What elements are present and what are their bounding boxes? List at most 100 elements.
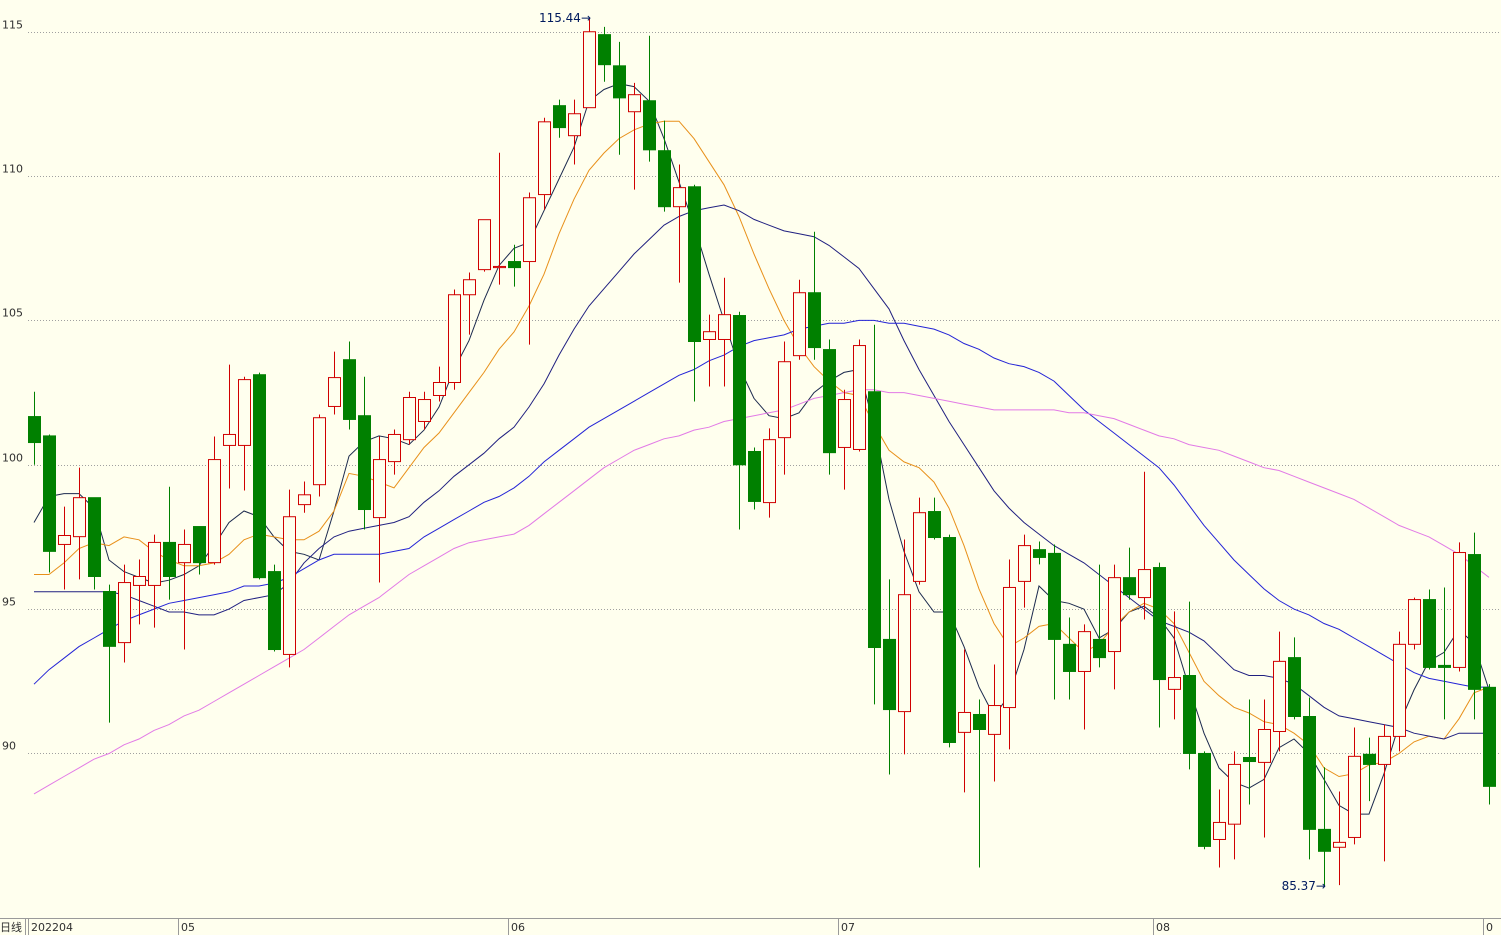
candle-body	[1363, 753, 1376, 765]
candle-body	[253, 374, 266, 579]
candle-body	[853, 345, 866, 450]
candle-body	[313, 417, 326, 486]
candle-body	[58, 535, 71, 545]
candle-body	[358, 415, 371, 511]
candle-body	[133, 575, 146, 586]
candle-body	[1063, 643, 1076, 672]
candle-body	[448, 294, 461, 384]
candle-body	[748, 450, 761, 502]
y-tick-label: 90	[2, 740, 16, 753]
candle-body	[1423, 599, 1436, 668]
extreme-annotation: 115.44→	[539, 11, 591, 25]
candle-body	[88, 497, 101, 577]
y-tick-label: 110	[2, 163, 23, 176]
candle-body	[1243, 756, 1256, 763]
y-tick-label: 105	[2, 307, 23, 320]
candle-body	[958, 711, 971, 733]
candle-body	[838, 399, 851, 448]
x-tick-label: 0	[1486, 921, 1493, 934]
candle-body	[1303, 716, 1316, 830]
candle-body	[658, 150, 671, 208]
candle-body	[328, 377, 341, 407]
moving-average-line	[33, 83, 1490, 815]
candle-body	[1033, 549, 1046, 558]
candle-body	[118, 582, 131, 644]
y-tick-label: 95	[2, 596, 16, 609]
candle-body	[763, 439, 776, 504]
candle-body	[73, 497, 86, 538]
candle-body	[1228, 763, 1241, 825]
candle-body	[778, 361, 791, 439]
candle-body	[1378, 735, 1391, 765]
candle-body	[523, 197, 536, 263]
candle-body	[583, 31, 596, 109]
candle-body	[1408, 599, 1421, 645]
candle-body	[403, 397, 416, 441]
candle-body	[193, 526, 206, 564]
candle-body	[238, 379, 251, 446]
candle-body	[793, 292, 806, 357]
candle-body	[28, 416, 41, 444]
candle-body	[1213, 821, 1226, 840]
candle-body	[868, 391, 881, 649]
candle-body	[718, 314, 731, 340]
candle-body	[703, 331, 716, 340]
candle-body	[1468, 554, 1481, 690]
candle-body	[1333, 841, 1346, 848]
candle-body	[373, 459, 386, 519]
candle-body	[988, 705, 1001, 735]
candle-body	[1168, 677, 1181, 690]
candle-body	[898, 594, 911, 713]
period-label: 日线	[0, 920, 22, 934]
candle-body	[1348, 755, 1361, 838]
candle-body	[973, 713, 986, 730]
candle-body	[883, 638, 896, 711]
candle-body	[508, 261, 521, 269]
y-tick-label: 100	[2, 452, 23, 465]
x-tick-label: 08	[1156, 921, 1170, 934]
x-tick-label: 05	[181, 921, 195, 934]
candle-body	[613, 65, 626, 99]
candle-body	[538, 121, 551, 196]
candle-body	[283, 516, 296, 655]
candle-body	[1393, 643, 1406, 737]
candle-body	[1318, 828, 1331, 852]
candle-body	[1048, 552, 1061, 640]
candle-body	[733, 315, 746, 466]
candle-body	[493, 265, 506, 269]
moving-average-line	[34, 120, 1490, 778]
candle-body	[433, 382, 446, 396]
candle-body	[823, 349, 836, 454]
candle-body	[1198, 752, 1211, 847]
candle-body	[388, 433, 401, 463]
candle-body	[688, 186, 701, 343]
candle-body	[1138, 569, 1151, 599]
candle-body	[1153, 567, 1166, 681]
candle-body	[418, 399, 431, 422]
candle-body	[103, 591, 116, 647]
x-tick-label: 06	[511, 921, 525, 934]
moving-average-line	[33, 389, 1490, 795]
candle-body	[1273, 660, 1286, 733]
candle-body	[1093, 638, 1106, 659]
candle-body	[1108, 577, 1121, 653]
candle-body	[553, 105, 566, 129]
candle-body	[343, 359, 356, 420]
candle-body	[673, 187, 686, 208]
candle-body	[463, 279, 476, 296]
candle-body	[268, 571, 281, 651]
candle-body	[928, 511, 941, 539]
candle-body	[913, 512, 926, 582]
candle-body	[1123, 577, 1136, 596]
candle-body	[1483, 686, 1496, 787]
candle-body	[148, 541, 161, 586]
candle-body	[1453, 552, 1466, 668]
candle-body	[628, 94, 641, 113]
candle-body	[568, 113, 581, 137]
extreme-annotation: 85.37→	[1282, 879, 1326, 893]
candle-body	[208, 459, 221, 564]
candle-body	[223, 433, 236, 446]
candle-body	[598, 34, 611, 66]
